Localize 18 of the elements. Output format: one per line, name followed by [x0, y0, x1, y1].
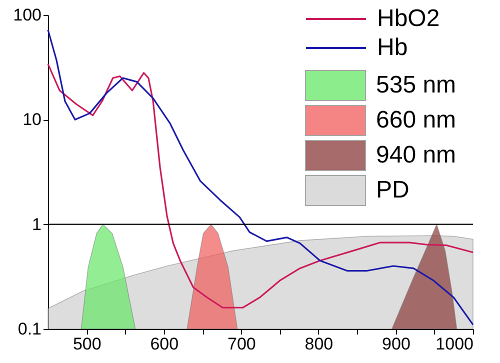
- legend-label: HbO2: [377, 5, 440, 32]
- x-tick-label: 600: [150, 334, 179, 354]
- y-tick-label: 10: [22, 110, 42, 130]
- x-tick-label: 800: [304, 334, 334, 354]
- x-tick-label: 700: [227, 334, 256, 354]
- y-tick-label: 100: [13, 6, 42, 24]
- y-tick-label: 0.1: [18, 320, 42, 338]
- line-series: [47, 29, 474, 326]
- legend-label: 660 nm: [376, 106, 456, 134]
- x-tick-label: 1000: [436, 334, 474, 354]
- legend-label: 940 nm: [376, 142, 456, 168]
- legend-label: PD: [376, 176, 410, 204]
- legend-label: 535 nm: [376, 72, 456, 98]
- x-tick-label: 500: [72, 334, 102, 354]
- legend-label: Hb: [377, 34, 408, 61]
- y-tick-label: 1: [32, 214, 42, 234]
- x-tick-label: 900: [382, 334, 410, 354]
- line-series: [47, 63, 474, 308]
